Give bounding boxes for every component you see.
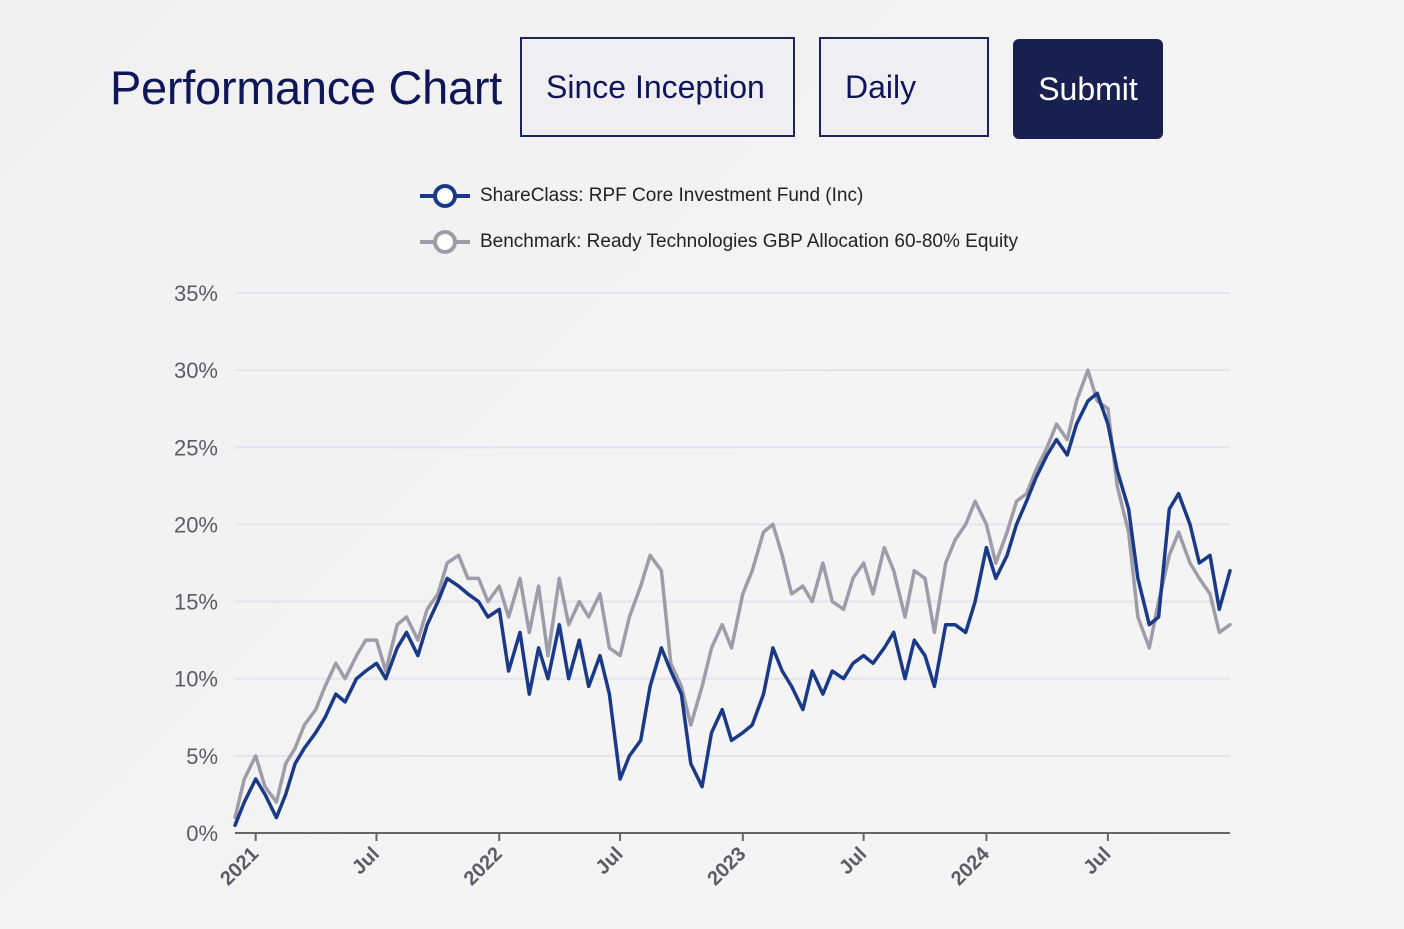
y-tick-label: 0%: [186, 821, 218, 846]
y-tick-label: 25%: [174, 435, 218, 460]
x-tick-label: 2023: [703, 843, 750, 890]
x-tick-label: Jul: [348, 843, 384, 879]
x-tick-label: 2022: [460, 843, 507, 890]
page-title: Performance Chart: [110, 61, 502, 114]
x-tick-label: Jul: [835, 843, 871, 879]
x-tick-label: 2024: [947, 842, 995, 890]
submit-button[interactable]: Submit: [1013, 39, 1163, 139]
legend-item-shareclass[interactable]: ShareClass: RPF Core Investment Fund (In…: [420, 182, 863, 210]
date-range-select-value: Since Inception: [546, 68, 765, 105]
legend-item-benchmark[interactable]: Benchmark: Ready Technologies GBP Alloca…: [420, 228, 1018, 256]
legend-label-shareclass: ShareClass: RPF Core Investment Fund (In…: [480, 185, 864, 206]
x-tick-label: Jul: [1079, 843, 1115, 879]
series-line-benchmark: [233, 368, 1232, 820]
y-tick-label: 15%: [174, 590, 218, 615]
y-tick-label: 10%: [174, 667, 218, 692]
date-range-select[interactable]: Since Inception: [520, 37, 795, 137]
legend-label-benchmark: Benchmark: Ready Technologies GBP Alloca…: [480, 231, 1018, 252]
legend-line-marker-icon: [420, 230, 470, 254]
y-tick-label: 5%: [186, 744, 218, 769]
series-line-shareclass: [233, 391, 1232, 828]
x-tick-label: Jul: [592, 843, 628, 879]
frequency-select[interactable]: Daily: [819, 37, 989, 137]
y-tick-label: 35%: [174, 281, 218, 306]
legend-line-marker-icon: [420, 184, 470, 208]
frequency-select-value: Daily: [845, 68, 917, 105]
x-tick-label: 2021: [216, 843, 263, 890]
y-tick-label: 20%: [174, 512, 218, 537]
y-tick-label: 30%: [174, 358, 218, 383]
